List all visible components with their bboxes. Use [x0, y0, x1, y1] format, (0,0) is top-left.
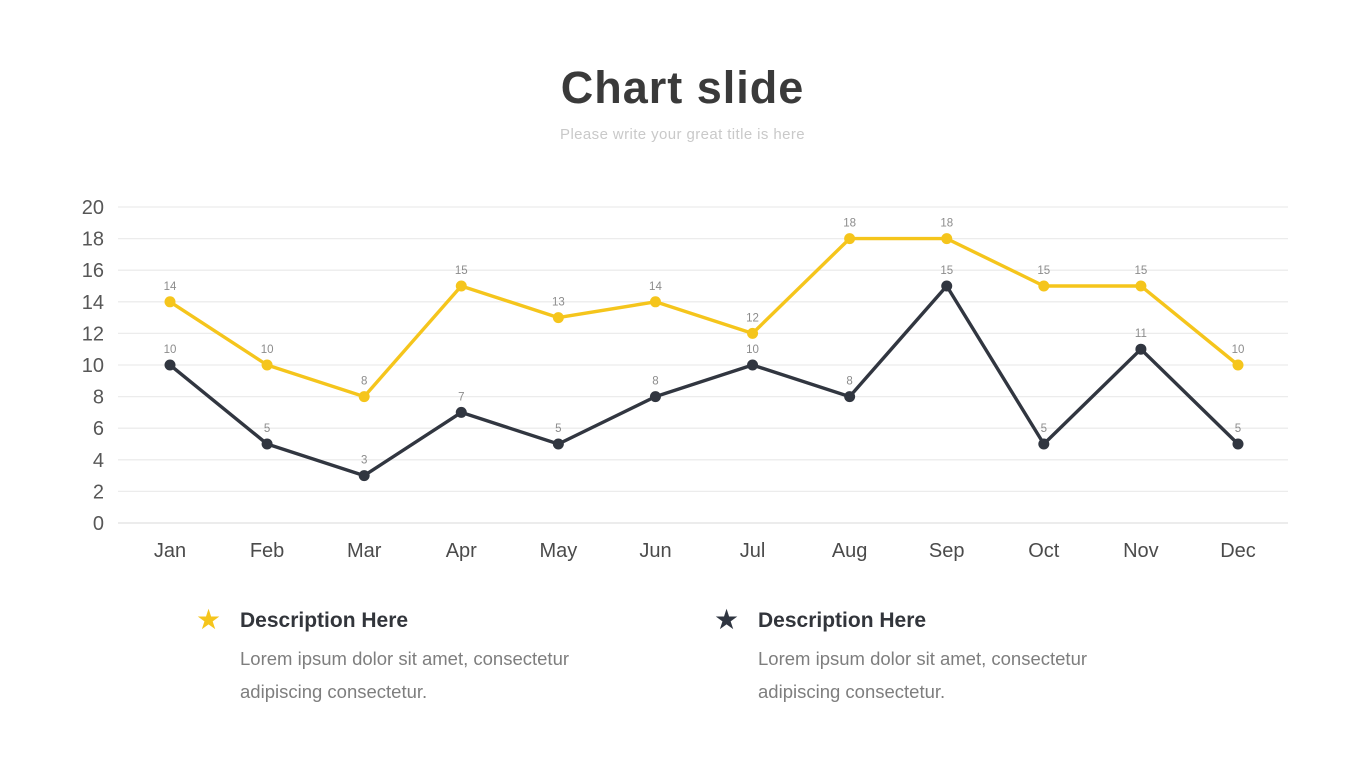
data-point	[941, 280, 953, 292]
page-subtitle: Please write your great title is here	[560, 126, 805, 143]
legend-title: Description Here	[758, 609, 927, 632]
data-label: 10	[746, 344, 759, 356]
data-label: 5	[264, 423, 270, 435]
legend-item-series1: ★ Description Here Lorem ipsum dolor sit…	[196, 604, 590, 708]
x-axis-tick-label: Oct	[1028, 540, 1060, 562]
x-axis-tick-label: Jul	[740, 540, 766, 562]
star-icon: ★	[714, 604, 740, 635]
data-point	[164, 296, 176, 308]
star-icon: ★	[196, 604, 222, 635]
data-point	[1232, 359, 1244, 371]
data-label: 8	[846, 376, 852, 388]
legend-title: Description Here	[240, 609, 409, 632]
data-label: 3	[361, 455, 367, 467]
data-point	[649, 391, 661, 403]
data-point	[1135, 343, 1147, 355]
y-axis-tick-label: 6	[93, 418, 104, 440]
y-axis-tick-label: 0	[93, 513, 104, 535]
x-axis-tick-label: Nov	[1123, 540, 1159, 562]
data-point	[747, 327, 759, 339]
legend-text: Description Here Lorem ipsum dolor sit a…	[240, 606, 590, 708]
data-label: 14	[164, 281, 177, 293]
data-point	[552, 438, 564, 450]
y-axis-tick-label: 12	[82, 323, 104, 345]
data-label: 18	[843, 218, 856, 230]
data-label: 15	[1135, 265, 1148, 277]
data-point	[747, 359, 759, 371]
data-point	[1135, 280, 1147, 292]
data-label: 10	[261, 344, 274, 356]
slide-header: Chart slide Please write your great titl…	[0, 62, 1365, 143]
legend-text: Description Here Lorem ipsum dolor sit a…	[758, 606, 1108, 708]
data-label: 14	[649, 281, 662, 293]
data-label: 7	[458, 391, 464, 403]
x-axis-tick-label: Jan	[154, 540, 186, 562]
data-point	[1232, 438, 1244, 450]
data-point	[552, 312, 564, 324]
data-label: 10	[1232, 344, 1245, 356]
data-label: 15	[940, 265, 953, 277]
x-axis-tick-label: Mar	[347, 540, 382, 562]
data-point	[844, 391, 856, 403]
data-point	[358, 391, 370, 403]
series-line	[168, 284, 1240, 478]
data-label: 15	[1037, 265, 1050, 277]
x-axis-tick-label: Aug	[832, 540, 868, 562]
x-axis-tick-label: Dec	[1220, 540, 1256, 562]
data-label: 15	[455, 265, 468, 277]
y-axis-tick-label: 14	[82, 292, 104, 314]
data-point	[261, 359, 273, 371]
x-axis-tick-label: Apr	[446, 540, 477, 562]
data-point	[455, 280, 467, 292]
x-axis-tick-label: May	[539, 540, 577, 562]
y-axis-tick-label: 20	[82, 197, 104, 219]
data-label: 5	[1041, 423, 1047, 435]
data-label: 5	[555, 423, 561, 435]
y-axis-tick-label: 10	[82, 355, 104, 377]
series-line	[168, 236, 1240, 399]
data-point	[649, 296, 661, 308]
data-label: 8	[361, 376, 367, 388]
data-label: 13	[552, 297, 565, 309]
data-point	[164, 359, 176, 371]
legend-description: Lorem ipsum dolor sit amet, consectetur …	[758, 648, 1088, 702]
data-point	[261, 438, 273, 450]
x-axis-tick-label: Sep	[929, 540, 965, 562]
y-axis-tick-label: 16	[82, 260, 104, 282]
data-point	[358, 470, 370, 482]
data-point	[455, 406, 467, 418]
data-point	[941, 233, 953, 245]
x-axis-tick-label: Jun	[639, 540, 671, 562]
y-axis-tick-label: 4	[93, 450, 104, 472]
y-axis-tick-label: 18	[82, 229, 104, 251]
y-axis-tick-label: 2	[93, 481, 104, 503]
data-label: 11	[1135, 328, 1147, 340]
data-label: 18	[940, 218, 953, 230]
legend-description: Lorem ipsum dolor sit amet, consectetur …	[240, 648, 570, 702]
data-label: 8	[652, 376, 658, 388]
x-axis-tick-label: Feb	[250, 540, 284, 562]
data-point	[1038, 280, 1050, 292]
y-axis-tick-label: 8	[93, 387, 104, 409]
data-point	[1038, 438, 1050, 450]
data-point	[844, 233, 856, 245]
data-label: 10	[164, 344, 177, 356]
data-label: 12	[746, 312, 759, 324]
page-title: Chart slide	[560, 62, 805, 113]
data-label: 5	[1235, 423, 1241, 435]
legend-item-series2: ★ Description Here Lorem ipsum dolor sit…	[714, 604, 1108, 708]
